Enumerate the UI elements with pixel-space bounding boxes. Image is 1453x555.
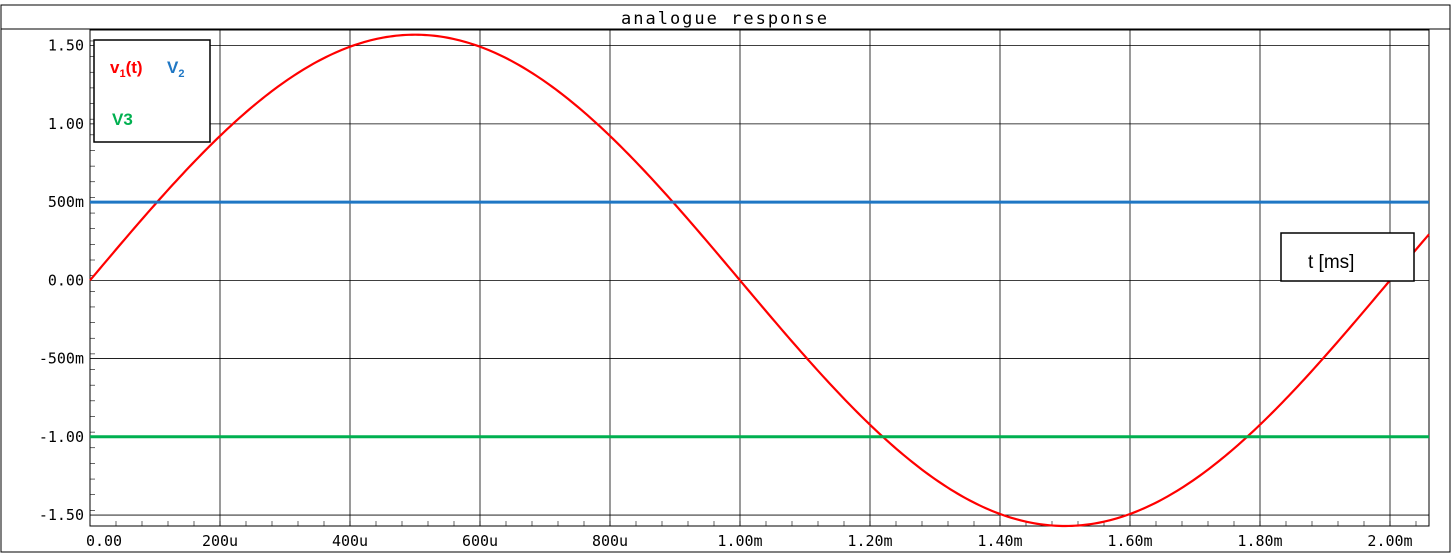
- x-tick-label: 1.80m: [1237, 532, 1282, 550]
- x-tick-label: 600u: [462, 532, 498, 550]
- legend-v3: V3: [112, 110, 133, 129]
- x-unit-frame: [1280, 232, 1415, 282]
- y-tick-label: -500m: [39, 350, 84, 368]
- legend-v2-main: V: [167, 58, 179, 77]
- legend-v1: v1(t): [110, 58, 143, 80]
- x-tick-label: 400u: [332, 532, 368, 550]
- x-tick-label: 800u: [592, 532, 628, 550]
- y-tick-label: 500m: [48, 193, 84, 211]
- y-tick-labels: 1.50 1.00 500m 0.00 -500m -1.00 -1.50: [39, 37, 84, 524]
- y-tick-label: -1.50: [39, 506, 84, 524]
- legend-v1-suffix: (t): [126, 58, 143, 77]
- legend-v2: V2: [167, 58, 184, 80]
- legend-v2-sub: 2: [178, 68, 184, 80]
- x-tick-label: 2.00m: [1367, 532, 1412, 550]
- y-tick-label: 1.00: [48, 115, 84, 133]
- legend-v1-sub: 1: [119, 68, 125, 80]
- chart-title: analogue response: [621, 9, 829, 29]
- plot-frame: [89, 29, 1430, 527]
- y-tick-label: 1.50: [48, 37, 84, 55]
- x-tick-label: 1.40m: [977, 532, 1022, 550]
- x-tick-label: 0.00: [86, 532, 122, 550]
- x-tick-label: 1.20m: [847, 532, 892, 550]
- x-tick-label: 1.60m: [1107, 532, 1152, 550]
- outer-frame: [0, 4, 1451, 553]
- x-tick-label: 200u: [202, 532, 238, 550]
- x-unit-label: t [ms]: [1308, 252, 1354, 273]
- series-layer: [89, 33, 1430, 528]
- y-tick-label: -1.00: [39, 428, 84, 446]
- x-unit-box: t [ms]: [1280, 232, 1415, 282]
- x-tick-labels: 0.00 200u 400u 600u 800u 1.00m 1.20m 1.40m 1.60m…: [86, 532, 1413, 550]
- series-line-v1: [89, 33, 1430, 528]
- legend-v1-main: v: [110, 58, 120, 77]
- x-tick-label: 1.00m: [717, 532, 762, 550]
- grid-layer: [89, 30, 1429, 527]
- legend-frame: [93, 39, 211, 143]
- legend-box: v1(t) V2 V3: [93, 39, 211, 143]
- y-tick-label: 0.00: [48, 271, 84, 289]
